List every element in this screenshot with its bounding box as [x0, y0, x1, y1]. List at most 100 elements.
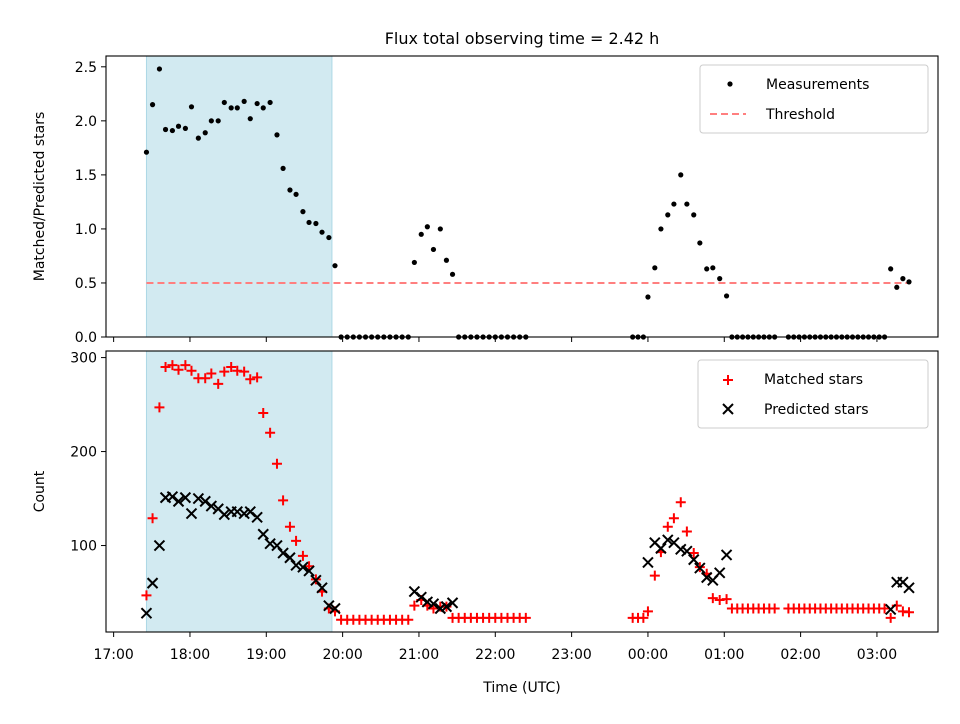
measurement-point — [267, 99, 273, 106]
matched-star-marker — [520, 612, 531, 623]
predicted-star-marker — [218, 508, 231, 521]
matched-star-marker — [278, 495, 289, 506]
matched-star-marker — [239, 366, 250, 377]
y-tick-label: 200 — [70, 445, 97, 461]
x-tick-label: 23:00 — [551, 647, 591, 663]
measurement-point — [215, 118, 221, 124]
x-tick-label: 21:00 — [399, 647, 439, 663]
matched-star-marker — [681, 526, 692, 537]
predicted-star-marker — [323, 599, 335, 612]
measurement-point — [300, 209, 306, 215]
predicted-star-marker — [688, 553, 700, 566]
predicted-star-marker — [642, 556, 654, 569]
matched-star-marker — [688, 548, 699, 559]
legend-label: Threshold — [765, 107, 835, 123]
matched-star-marker — [668, 513, 679, 524]
predicted-star-marker — [720, 549, 733, 561]
measurement-point — [149, 102, 156, 108]
x-tick-label: 03:00 — [857, 647, 897, 663]
matched-star-marker — [180, 360, 191, 371]
measurement-point — [332, 263, 338, 269]
predicted-star-marker — [884, 603, 897, 616]
matched-star-marker — [638, 612, 649, 623]
chart-title: Flux total observing time = 2.42 h — [385, 29, 660, 48]
legend-label: Matched stars — [764, 372, 863, 388]
predicted-star-marker — [277, 547, 289, 559]
predicted-star-marker — [231, 505, 243, 518]
observing-window-shade — [145, 55, 333, 338]
measurement-point — [156, 66, 163, 72]
predicted-star-marker — [257, 528, 269, 540]
matched-star-marker — [291, 535, 302, 546]
measurement-point — [888, 266, 894, 272]
matched-star-marker — [879, 603, 890, 614]
matched-star-marker — [403, 614, 414, 625]
measurement-point — [143, 149, 150, 155]
predicted-star-marker — [185, 507, 198, 520]
predicted-star-marker — [329, 602, 341, 615]
x-tick-label: 18:00 — [170, 647, 210, 663]
measurement-point — [424, 224, 430, 230]
matched-star-marker — [642, 606, 653, 617]
measurement-point — [723, 293, 730, 299]
measurement-point — [313, 220, 319, 227]
measurement-point — [894, 284, 900, 290]
y-axis-label: Matched/Predicted stars — [32, 112, 48, 282]
measurement-point — [274, 132, 280, 138]
predicted-star-marker — [440, 600, 453, 613]
measurement-point — [241, 98, 247, 104]
matched-star-marker — [141, 590, 152, 601]
legend-label: Predicted stars — [764, 402, 869, 418]
measurement-point — [202, 130, 208, 136]
legend-matched-marker — [723, 375, 733, 385]
legend-box — [697, 359, 929, 429]
x-tick-label: 19:00 — [246, 647, 286, 663]
observing-window-shade — [145, 350, 333, 633]
measurement-point — [710, 265, 716, 271]
predicted-star-marker — [303, 565, 315, 577]
matched-star-marker — [154, 402, 165, 413]
measurement-point — [287, 187, 293, 193]
predicted-star-marker — [172, 495, 185, 508]
measurement-point — [326, 234, 332, 241]
measurement-point — [437, 226, 443, 232]
measurement-point — [658, 226, 664, 232]
bottom-panel: 100 200 300 17:00 18:00 19:00 20:00 21:00 22:00 2… — [32, 350, 939, 696]
matched-star-marker — [903, 607, 914, 618]
predicted-star-marker — [701, 571, 713, 584]
measurement-point — [645, 294, 651, 300]
matched-star-marker — [219, 366, 230, 377]
top-panel: 0.0 0.5 1.0 1.5 2.0 2.5 Matched/Predicted star… — [32, 55, 939, 346]
measurement-point — [162, 126, 169, 133]
predicted-star-marker — [179, 491, 192, 504]
matched-star-marker — [213, 378, 224, 389]
predicted-star-marker — [264, 537, 276, 550]
measurement-point — [906, 279, 912, 285]
measurement-point — [234, 105, 240, 111]
predicted-star-marker — [427, 598, 440, 610]
measurement-point — [684, 201, 690, 207]
measurement-point — [418, 231, 424, 237]
matched-star-marker — [186, 365, 197, 376]
matched-star-marker — [297, 550, 308, 561]
measurement-point — [221, 99, 227, 106]
matched-star-marker — [721, 594, 732, 605]
matched-star-marker — [200, 373, 211, 384]
x-tick-label: 20:00 — [322, 647, 362, 663]
matched-star-marker — [258, 408, 269, 419]
y-tick-label: 1.0 — [75, 222, 97, 238]
predicted-star-marker — [655, 542, 667, 555]
matched-star-marker — [271, 458, 282, 469]
y-tick-label: 2.0 — [75, 114, 97, 130]
x-axis-label: Time (UTC) — [482, 680, 560, 696]
legend-measurement-marker — [727, 81, 733, 87]
measurement-point — [717, 276, 723, 282]
y-tick-label: 300 — [70, 351, 97, 367]
predicted-star-marker — [205, 500, 218, 512]
measurement-point — [208, 118, 214, 124]
measurement-point — [280, 165, 286, 171]
predicted-star-marker — [297, 561, 309, 573]
measurement-point — [182, 125, 188, 132]
measurement-point — [247, 116, 253, 122]
y-tick-label: 2.5 — [75, 60, 97, 76]
